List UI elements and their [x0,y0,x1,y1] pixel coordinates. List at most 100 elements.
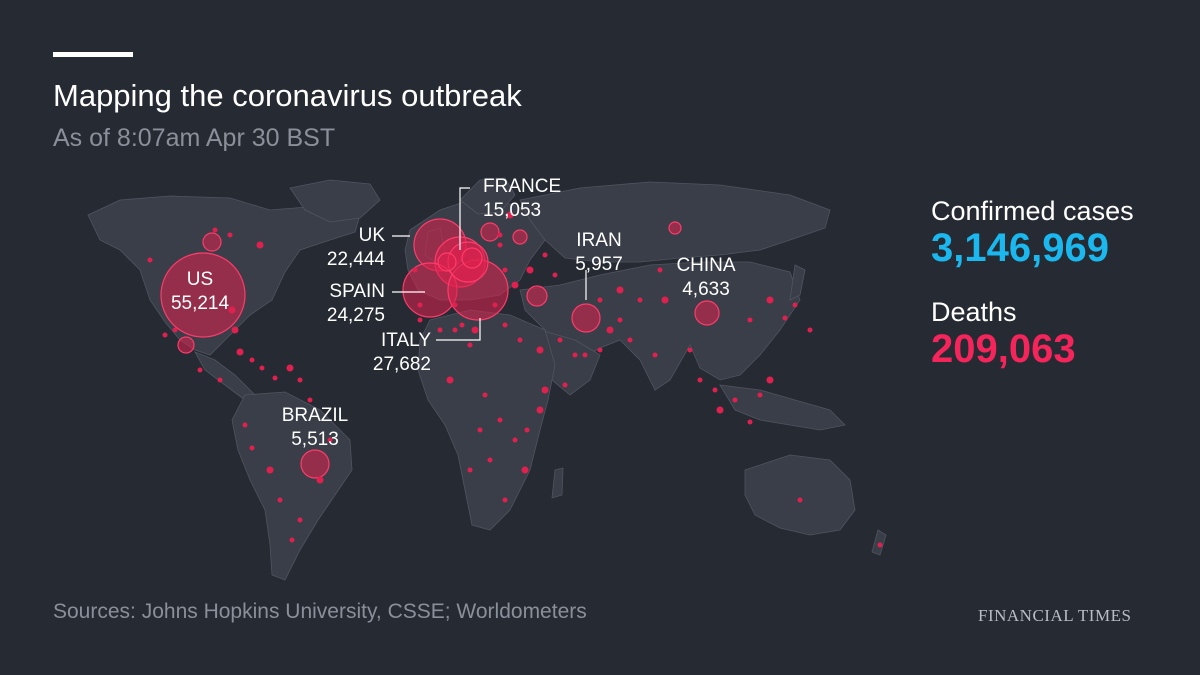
south-america-landmass [231,391,353,581]
label-france-name: FRANCE [483,176,561,197]
minor-marker [249,445,255,451]
label-france-value: 15,053 [483,200,541,221]
minor-marker [307,397,313,403]
minor-marker [657,267,663,273]
minor-marker [147,257,153,263]
madagascar-landmass [551,467,564,499]
label-uk-name: UK [359,225,386,246]
minor-marker [687,347,693,353]
japan-landmass [789,264,806,301]
minor-marker [297,517,303,523]
minor-marker [747,419,753,425]
minor-marker [272,375,278,381]
label-china-value: 4,633 [682,279,730,300]
minor-marker [502,322,508,328]
minor-marker [452,327,458,333]
minor-marker [162,332,168,338]
minor-marker [757,392,763,398]
sources-note: Sources: Johns Hopkins University, CSSE;… [53,600,587,623]
minor-marker [652,352,658,358]
minor-marker [542,252,548,258]
minor-marker [572,352,578,358]
minor-marker [552,272,558,278]
minor-marker [697,377,703,383]
southeast-asia-landmass [719,384,846,431]
minor-marker [497,232,503,238]
minor-marker [286,364,294,372]
minor-marker [606,326,614,334]
minor-marker [661,296,669,304]
minor-marker [526,266,534,274]
minor-marker [506,211,514,219]
minor-marker [797,497,803,503]
marker-canada [202,232,222,252]
minor-marker [716,406,724,414]
minor-marker [417,317,423,323]
marker-turkey [526,285,548,307]
minor-marker [616,286,624,294]
minor-marker [266,466,274,474]
minor-marker [792,302,798,308]
label-us-name: US [187,269,213,290]
world-map: US 55,214 UK 22,444 FRANCE 15,053 SPAIN … [0,160,900,600]
label-china-name: CHINA [676,255,735,276]
ft-logo: FINANCIAL TIMES [978,606,1132,625]
minor-marker [597,297,603,303]
minor-marker [259,365,265,371]
minor-marker [627,337,633,343]
minor-marker [497,417,503,423]
africa-landmass [417,309,556,531]
minor-marker [877,542,883,548]
minor-marker [712,387,718,393]
marker-us [160,252,246,338]
minor-marker [732,397,738,403]
label-italy-value: 27,682 [373,354,431,375]
minor-marker [217,377,223,383]
minor-marker [597,347,603,353]
minor-marker [327,437,333,443]
minor-marker [256,241,264,249]
label-italy-name: ITALY [381,330,431,351]
minor-marker [197,367,203,373]
label-iran-name: IRAN [576,230,621,251]
label-uk-value: 22,444 [327,249,386,270]
minor-marker [467,342,473,348]
marker-netherlands [461,247,483,269]
new-zealand-landmass [871,529,887,556]
minor-marker [227,232,233,238]
confirmed-cases-value: 3,146,969 [931,226,1109,270]
marker-russia-east [668,221,682,235]
minor-marker [807,327,813,333]
minor-marker [316,476,324,484]
minor-marker [172,327,178,333]
minor-marker [502,497,508,503]
minor-marker [487,457,493,463]
minor-marker [766,376,774,384]
minor-marker [557,337,563,343]
label-spain-name: SPAIN [329,281,385,302]
minor-marker [524,427,530,433]
minor-marker [471,326,479,334]
minor-marker [446,376,454,384]
minor-marker [212,227,218,233]
scandinavia-landmass [459,177,516,215]
greenland-landmass [289,179,381,223]
minor-marker [249,357,255,363]
deaths-value: 209,063 [931,327,1076,371]
minor-marker [747,317,753,323]
label-brazil-name: BRAZIL [282,405,349,426]
minor-marker [459,322,465,328]
minor-marker [228,306,236,314]
minor-marker [582,352,588,358]
minor-marker [297,377,303,383]
label-spain-value: 24,275 [327,305,385,326]
minor-marker [617,317,623,323]
label-brazil-value: 5,513 [291,429,339,450]
minor-marker [782,315,788,321]
confirmed-cases-label: Confirmed cases [931,196,1134,226]
page-title: Mapping the coronavirus outbreak [53,78,522,113]
minor-marker [452,302,458,308]
leader-lines [392,187,587,341]
minor-marker [236,348,244,356]
marker-belgium [437,252,457,272]
